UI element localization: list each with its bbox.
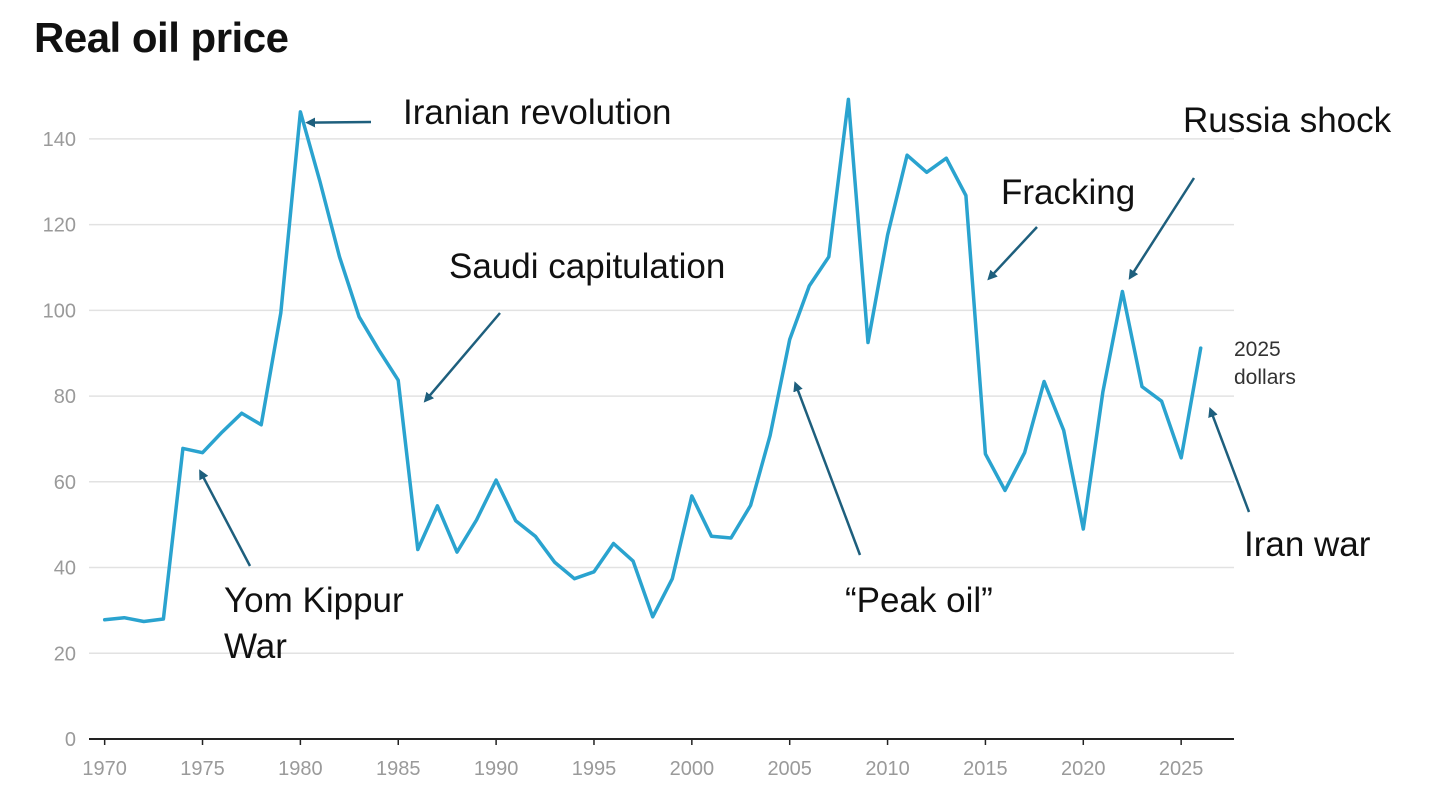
annotation-fracking: Fracking	[987, 173, 1135, 281]
arrow	[423, 312, 501, 403]
y-tick-label: 20	[54, 643, 76, 665]
x-tick-label: 2010	[865, 758, 910, 780]
annotation-label: Russia shock	[1183, 101, 1392, 140]
x-tick-label: 2015	[963, 758, 1008, 780]
annotation-iran-war: Iran war	[1208, 406, 1371, 564]
annotation-label: Iranian revolution	[403, 93, 672, 132]
x-tick-label: 2020	[1061, 758, 1106, 780]
y-tick-label: 40	[54, 558, 76, 580]
x-tick-label: 1975	[180, 758, 225, 780]
annotation-label: Iran war	[1244, 525, 1371, 564]
y-tick-label: 0	[65, 729, 76, 751]
arrow	[793, 381, 862, 556]
axes: 0 20 40 60 80 100 120 140 1970 1975 1980 1985 1990 19…	[43, 129, 1234, 780]
arrow	[199, 469, 252, 567]
annotation-peak-oil: “Peak oil”	[793, 381, 993, 620]
grid-lines	[89, 138, 1234, 655]
x-tick-label: 1980	[278, 758, 323, 780]
annotation-yom-kippur-war: Yom Kippur War	[199, 469, 404, 666]
series-layer	[102, 97, 1203, 624]
unit-label-line1: 2025	[1234, 338, 1281, 361]
annotation-label-line2: War	[224, 627, 287, 666]
x-tick-label: 2025	[1159, 758, 1204, 780]
annotation-label: Yom Kippur	[224, 581, 404, 620]
x-tick-label: 1970	[82, 758, 127, 780]
x-tick-label: 2000	[670, 758, 715, 780]
unit-label: 2025 dollars	[1234, 338, 1296, 389]
annotation-label: “Peak oil”	[845, 581, 993, 620]
unit-label-line2: dollars	[1234, 366, 1296, 389]
annotation-iranian-revolution: Iranian revolution	[305, 93, 672, 132]
y-tick-label: 60	[54, 472, 76, 494]
annotation-russia-shock: Russia shock	[1128, 101, 1392, 280]
chart-title: Real oil price	[34, 14, 289, 61]
series-line	[102, 97, 1203, 624]
arrow	[987, 226, 1038, 281]
arrow	[305, 117, 372, 128]
arrow	[1128, 177, 1196, 280]
y-tick-label: 80	[54, 386, 76, 408]
x-tick-label: 1995	[572, 758, 617, 780]
annotations: Iranian revolution Saudi capitulation Fr…	[199, 93, 1392, 666]
x-tick-label: 2005	[767, 758, 812, 780]
annotation-label: Saudi capitulation	[449, 247, 725, 286]
y-tick-label: 140	[43, 129, 76, 151]
annotation-saudi-capitulation: Saudi capitulation	[423, 247, 725, 403]
arrow	[1208, 406, 1251, 513]
y-tick-label: 100	[43, 300, 76, 322]
y-tick-label: 120	[43, 215, 76, 237]
annotation-label: Fracking	[1001, 173, 1135, 212]
x-tick-label: 1990	[474, 758, 519, 780]
x-tick-label: 1985	[376, 758, 421, 780]
